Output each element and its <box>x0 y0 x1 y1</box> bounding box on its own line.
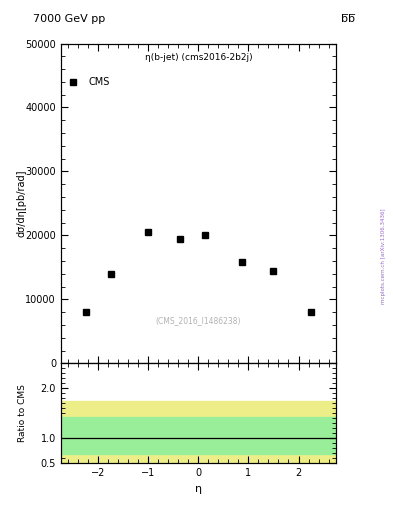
Bar <box>61 417 336 454</box>
Y-axis label: Ratio to CMS: Ratio to CMS <box>18 385 27 442</box>
Text: (CMS_2016_I1486238): (CMS_2016_I1486238) <box>156 316 241 325</box>
Text: η(b-jet) (cms2016-2b2j): η(b-jet) (cms2016-2b2j) <box>145 53 252 62</box>
X-axis label: η: η <box>195 484 202 494</box>
Text: mcplots.cern.ch [arXiv:1306.3436]: mcplots.cern.ch [arXiv:1306.3436] <box>381 208 386 304</box>
Y-axis label: dσ/dη[pb/rad]: dσ/dη[pb/rad] <box>17 169 27 237</box>
Bar <box>61 401 336 471</box>
Text: b̅b̅: b̅b̅ <box>341 14 355 25</box>
Text: 7000 GeV pp: 7000 GeV pp <box>33 14 106 25</box>
Text: CMS: CMS <box>88 77 110 87</box>
